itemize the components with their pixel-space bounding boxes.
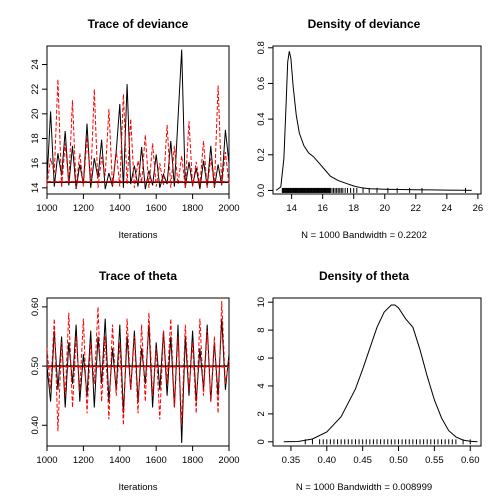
chain-2-trace-line <box>46 79 230 188</box>
chain-2-trace-line <box>46 300 230 432</box>
chart-title: Trace of theta <box>99 269 177 283</box>
x-tick-label: 1600 <box>146 203 167 214</box>
x-tick-label: 20 <box>379 203 390 214</box>
x-tick-label: 14 <box>286 203 297 214</box>
x-tick-label: 1200 <box>73 203 94 214</box>
x-tick-label: 26 <box>473 203 484 214</box>
density-curve <box>275 51 472 191</box>
x-tick-label: 22 <box>411 203 422 214</box>
chart-title: Density of deviance <box>308 17 421 31</box>
y-tick-label: 0.4 <box>256 112 267 125</box>
x-tick-label: 24 <box>442 203 453 214</box>
density-deviance-panel: Density of deviance 14 16 18 20 22 24 26 0.0 0.2… <box>256 17 483 241</box>
x-tick-label: 1800 <box>182 203 203 214</box>
x-tick-label: 1200 <box>73 455 94 466</box>
plot-frame <box>272 45 482 195</box>
y-tick-label: 0.50 <box>30 357 41 376</box>
x-tick-label: 0.40 <box>318 455 337 466</box>
x-tick-label: 0.50 <box>389 455 408 466</box>
x-tick-label: 0.60 <box>461 455 480 466</box>
x-tick-label: 1400 <box>109 455 130 466</box>
density-curve <box>283 304 478 443</box>
y-tick-label: 0.0 <box>256 184 267 197</box>
y-tick-label: 8 <box>256 327 267 332</box>
x-axis-label: Iterations <box>118 230 157 241</box>
x-axis-label: N = 1000 Bandwidth = 0.008999 <box>296 482 432 493</box>
x-tick-label: 1800 <box>182 455 203 466</box>
y-tick-label: 2 <box>256 411 267 416</box>
plot-frame <box>272 297 482 447</box>
y-tick-label: 10 <box>256 297 267 308</box>
plot-area: 14 16 18 20 22 24 26 0.0 0.2 0.4 0.6 0.8 <box>256 41 483 214</box>
x-tick-label: 1600 <box>146 455 167 466</box>
y-tick-label: 14 <box>30 183 41 194</box>
y-tick-label: 0.6 <box>256 77 267 90</box>
x-tick-label: 2000 <box>218 203 239 214</box>
x-tick-label: 0.55 <box>425 455 444 466</box>
y-tick-label: 24 <box>30 59 41 70</box>
chart-title: Density of theta <box>319 269 409 283</box>
y-tick-label: 0.2 <box>256 148 267 161</box>
trace-theta-panel: Trace of theta 1000 1200 1400 1600 1800 2000 0… <box>30 269 240 493</box>
x-tick-label: 0.45 <box>353 455 372 466</box>
plot-area: 1000 1200 1400 1600 1800 2000 14 16 18 20 22 24 <box>30 45 240 214</box>
y-tick-label: 18 <box>30 133 41 144</box>
plot-frame <box>46 297 230 447</box>
y-tick-label: 16 <box>30 158 41 169</box>
x-tick-label: 0.35 <box>282 455 301 466</box>
plot-frame <box>46 45 230 195</box>
x-tick-label: 16 <box>317 203 328 214</box>
density-theta-panel: Density of theta 0.35 0.40 0.45 0.50 0.55 0.6… <box>256 269 482 493</box>
x-tick-label: 18 <box>348 203 359 214</box>
y-tick-label: 0.8 <box>256 41 267 54</box>
x-axis-label: Iterations <box>118 482 157 493</box>
trace-deviance-panel: Trace of deviance 1000 1200 1400 1600 1800 20… <box>30 17 240 241</box>
y-tick-label: 20 <box>30 109 41 120</box>
x-tick-label: 2000 <box>218 455 239 466</box>
y-tick-label: 0.40 <box>30 416 41 435</box>
y-tick-label: 0 <box>256 439 267 444</box>
plot-area: 1000 1200 1400 1600 1800 2000 0.40 0.50 0.60 <box>30 297 240 466</box>
x-tick-label: 1000 <box>36 455 57 466</box>
y-tick-label: 4 <box>256 383 267 388</box>
x-axis-label: N = 1000 Bandwidth = 0.2202 <box>301 230 427 241</box>
x-tick-label: 1400 <box>109 203 130 214</box>
plot-area: 0.35 0.40 0.45 0.50 0.55 0.60 0 2 4 6 8 10 <box>256 297 482 466</box>
y-tick-label: 0.60 <box>30 298 41 317</box>
y-tick-label: 22 <box>30 84 41 95</box>
x-tick-label: 1000 <box>36 203 57 214</box>
y-tick-label: 6 <box>256 355 267 360</box>
chart-title: Trace of deviance <box>88 17 189 31</box>
